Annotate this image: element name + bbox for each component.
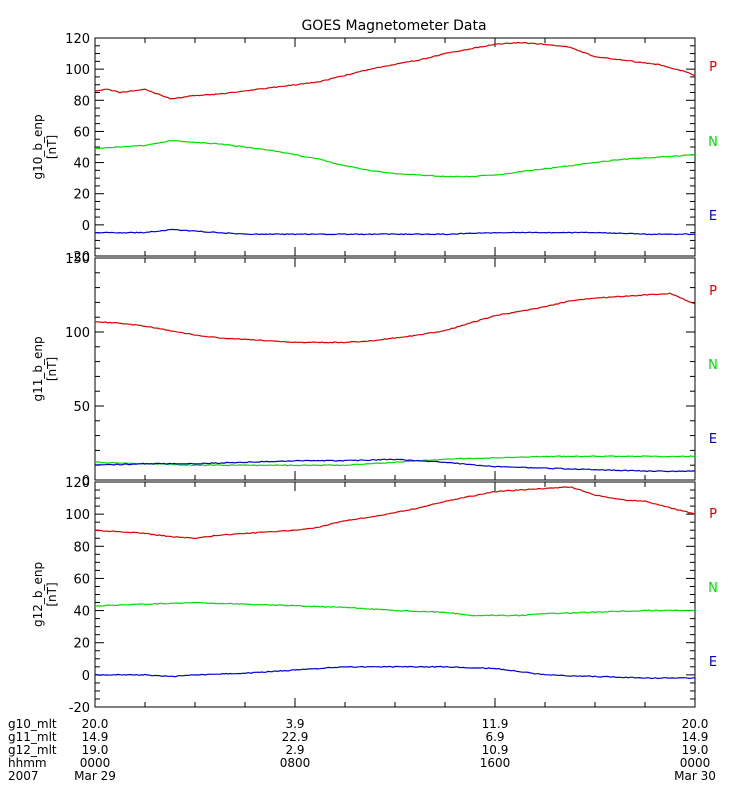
y-tick-label: 100 xyxy=(65,508,90,523)
y-axis-label: g11_b_enp xyxy=(31,336,45,401)
x-row-value: 19.0 xyxy=(682,743,709,757)
x-row-value: 14.9 xyxy=(682,730,709,744)
series-line-e xyxy=(94,458,696,473)
y-tick-label: 80 xyxy=(73,94,90,109)
plot-frame xyxy=(94,257,696,481)
y-tick-label: -20 xyxy=(69,250,90,265)
x-row-value: Mar 29 xyxy=(74,769,116,783)
x-axis-annotations: g10_mlt 20.0 3.9 11.9 20.0 g11_mlt 14.9 22.9 6.9… xyxy=(8,717,716,783)
plot-frame xyxy=(94,37,696,257)
x-row-label: hhmm xyxy=(8,756,47,770)
y-axis-label: g12_b_enp xyxy=(31,562,45,627)
y-tick-label: 0 xyxy=(82,669,90,684)
panel-1: -20 0 20 40 60 80 100 120 g10_b_enp [nT] P N E xyxy=(31,32,718,265)
x-row-value: 3.9 xyxy=(285,717,304,731)
x-row-value: Mar 30 xyxy=(674,769,716,783)
y-tick-label: 100 xyxy=(65,63,90,78)
y-axis-unit: [nT] xyxy=(45,357,59,381)
series-line-p xyxy=(94,292,696,344)
x-row-value: 10.9 xyxy=(482,743,509,757)
legend-n: N xyxy=(708,135,718,150)
panel-3: -20 0 20 40 60 80 100 120 g12_b_enp [nT] P N E xyxy=(31,476,718,716)
plot-frame xyxy=(94,481,696,708)
y-tick-label: 120 xyxy=(65,32,90,47)
y-tick-label: 0 xyxy=(82,474,90,489)
series-line-e xyxy=(94,665,696,680)
y-tick-label: 60 xyxy=(73,572,90,587)
series-line-n xyxy=(94,601,696,617)
series-line-p xyxy=(94,41,696,100)
x-row-value: 0000 xyxy=(680,756,711,770)
y-tick-label: 60 xyxy=(73,125,90,140)
y-axis-label: g10_b_enp xyxy=(31,114,45,179)
y-tick-label: 100 xyxy=(65,326,90,341)
y-tick-label: -20 xyxy=(69,701,90,716)
x-row-label: g11_mlt xyxy=(8,730,57,744)
legend-p: P xyxy=(709,284,717,299)
y-tick-label: 80 xyxy=(73,540,90,555)
y-tick-label: 50 xyxy=(73,400,90,415)
x-row-value: 20.0 xyxy=(682,717,709,731)
y-axis-unit: [nT] xyxy=(45,582,59,606)
y-tick-label: 150 xyxy=(65,252,90,267)
panel-2: 0 50 100 150 g11_b_enp [nT] P N E xyxy=(31,252,718,489)
series-line-e xyxy=(94,228,696,236)
series-line-n xyxy=(94,455,696,467)
y-tick-label: 40 xyxy=(73,605,90,620)
x-row-value: 20.0 xyxy=(82,717,109,731)
series-line-p xyxy=(94,486,696,540)
x-row-value: 2.9 xyxy=(285,743,304,757)
x-row-value: 0800 xyxy=(280,756,311,770)
x-row-label: 2007 xyxy=(8,769,39,783)
legend-e: E xyxy=(709,655,717,670)
x-row-value: 19.0 xyxy=(82,743,109,757)
y-tick-label: 120 xyxy=(65,476,90,491)
x-row-label: g12_mlt xyxy=(8,743,57,757)
y-tick-label: 20 xyxy=(73,637,90,652)
x-row-label: g10_mlt xyxy=(8,717,57,731)
x-row-value: 1600 xyxy=(480,756,511,770)
legend-n: N xyxy=(708,358,718,373)
legend-p: P xyxy=(709,60,717,75)
x-row-value: 0000 xyxy=(80,756,111,770)
y-tick-label: 20 xyxy=(73,188,90,203)
legend-p: P xyxy=(709,507,717,522)
series-line-n xyxy=(95,139,696,178)
chart-title: GOES Magnetometer Data xyxy=(301,18,486,34)
x-row-value: 14.9 xyxy=(82,730,109,744)
legend-n: N xyxy=(708,581,718,596)
x-row-value: 6.9 xyxy=(485,730,504,744)
x-row-value: 11.9 xyxy=(482,717,509,731)
x-row-value: 22.9 xyxy=(282,730,309,744)
y-tick-label: 0 xyxy=(82,219,90,234)
legend-e: E xyxy=(709,209,717,224)
legend-e: E xyxy=(709,432,717,447)
y-axis-unit: [nT] xyxy=(45,135,59,159)
y-tick-label: 40 xyxy=(73,157,90,172)
